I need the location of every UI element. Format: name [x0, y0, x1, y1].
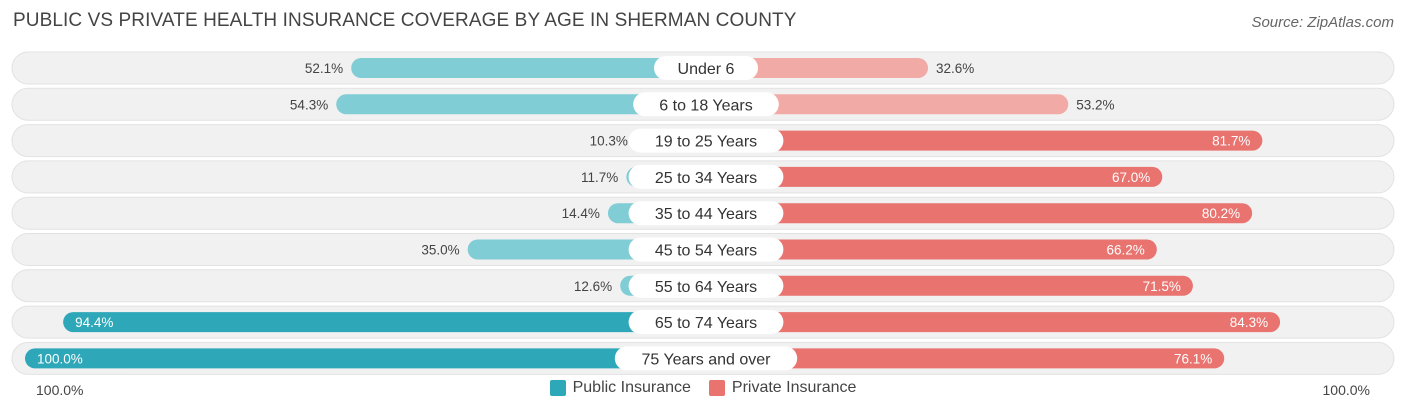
legend-item-public[interactable]: Public Insurance [549, 379, 691, 397]
private-value-label: 76.1% [1174, 351, 1212, 366]
private-bar [706, 348, 1225, 369]
category-pill [628, 310, 784, 335]
category-label: 35 to 44 Years [655, 206, 757, 223]
legend-label-private: Private Insurance [731, 379, 857, 396]
category-label: 65 to 74 Years [655, 315, 757, 332]
public-value-label: 54.3% [290, 97, 328, 112]
public-bar [351, 58, 706, 78]
legend-label-public: Public Insurance [572, 379, 691, 396]
legend-swatch-public [549, 380, 566, 396]
public-value-label: 10.3% [590, 134, 628, 149]
private-bar [706, 58, 929, 78]
private-bar [706, 275, 1193, 296]
public-value-label: 35.0% [421, 243, 459, 258]
category-label: 45 to 54 Years [655, 243, 757, 260]
category-label: 19 to 25 Years [655, 134, 757, 151]
private-bar [706, 94, 1069, 115]
category-label: Under 6 [678, 61, 735, 78]
category-pill [628, 164, 784, 189]
legend-swatch-private [708, 380, 725, 396]
category-label: 25 to 34 Years [655, 170, 757, 187]
category-pill [628, 201, 784, 226]
private-bar [706, 203, 1253, 224]
public-value-label: 14.4% [562, 206, 600, 221]
private-bar [706, 312, 1281, 333]
category-pill [628, 273, 784, 298]
legend-item-private[interactable]: Private Insurance [708, 379, 857, 397]
public-value-label: 11.7% [581, 170, 618, 185]
category-label: 75 Years and over [642, 351, 772, 368]
chart-title: PUBLIC VS PRIVATE HEALTH INSURANCE COVER… [13, 10, 797, 31]
public-bar [25, 348, 706, 369]
category-pill [628, 237, 784, 262]
category-label: 55 to 64 Years [655, 279, 757, 296]
public-value-label: 94.4% [75, 315, 113, 330]
private-value-label: 67.0% [1112, 170, 1150, 185]
category-pill [654, 56, 758, 80]
public-bar [336, 94, 706, 115]
public-value-label: 52.1% [305, 61, 343, 76]
private-value-label: 81.7% [1212, 134, 1250, 149]
private-bar [706, 130, 1263, 151]
private-value-label: 53.2% [1076, 97, 1114, 112]
public-value-label: 12.6% [574, 279, 612, 294]
private-bar [706, 166, 1163, 187]
category-label: 6 to 18 Years [659, 97, 752, 114]
public-value-label: 100.0% [37, 351, 83, 366]
category-pill [633, 92, 779, 117]
public-bar [63, 312, 707, 333]
category-pill [628, 128, 784, 153]
private-value-label: 80.2% [1202, 206, 1240, 221]
axis-right-label: 100.0% [1322, 382, 1370, 398]
axis-left-label: 100.0% [36, 382, 84, 398]
private-bar [706, 239, 1157, 260]
private-value-label: 32.6% [936, 61, 974, 76]
legend: Public Insurance Private Insurance [0, 379, 1406, 397]
private-value-label: 66.2% [1107, 243, 1145, 258]
private-value-label: 84.3% [1230, 315, 1268, 330]
source-label: Source: ZipAtlas.com [1251, 14, 1394, 31]
category-pill [614, 346, 798, 371]
private-value-label: 71.5% [1143, 279, 1181, 294]
